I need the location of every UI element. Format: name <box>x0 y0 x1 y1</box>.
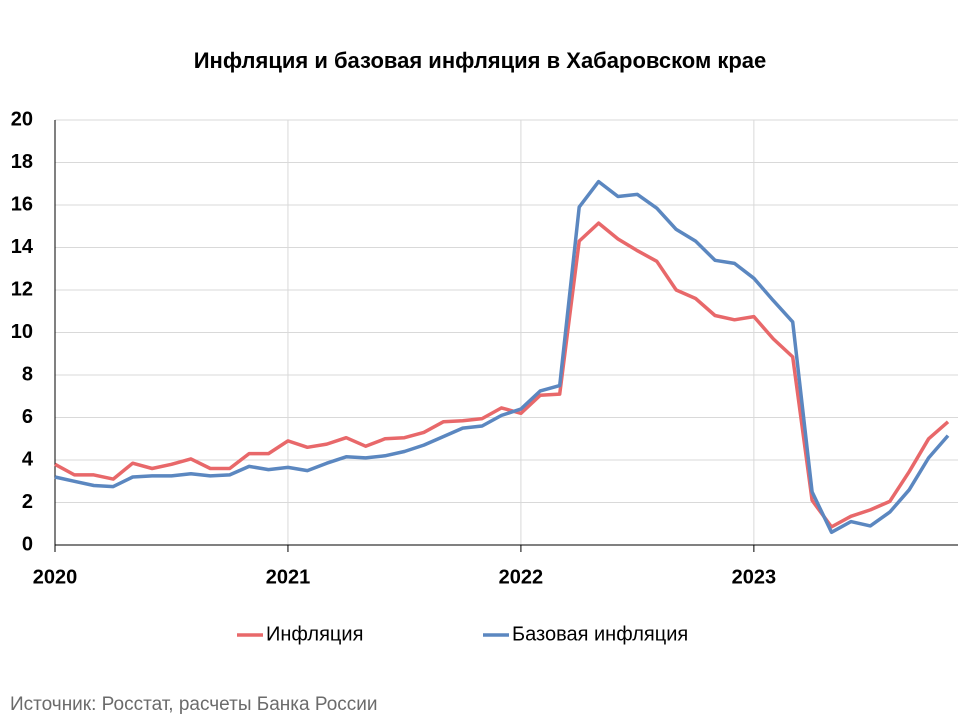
x-tick-label: 2023 <box>732 566 777 588</box>
y-tick-label: 8 <box>22 363 33 385</box>
x-tick-label: 2021 <box>266 566 311 588</box>
y-tick-label: 0 <box>22 533 33 555</box>
y-tick-label: 12 <box>11 278 33 300</box>
data-line <box>54 221 950 529</box>
y-tick-label: 2 <box>22 491 33 513</box>
x-tick-label: 2022 <box>499 566 544 588</box>
y-tick-label: 6 <box>22 406 33 428</box>
y-tick-label: 10 <box>11 321 33 343</box>
data-line <box>54 179 950 535</box>
y-tick-label: 16 <box>11 193 33 215</box>
y-tick-label: 14 <box>11 236 34 258</box>
y-tick-label: 18 <box>11 151 33 173</box>
legend-label: Базовая инфляция <box>512 623 688 645</box>
y-tick-label: 20 <box>11 108 33 130</box>
x-tick-label: 2020 <box>33 566 78 588</box>
y-tick-label: 4 <box>22 448 34 470</box>
chart-title: Инфляция и базовая инфляция в Хабаровско… <box>194 48 767 73</box>
legend-label: Инфляция <box>266 623 363 645</box>
source-note: Источник: Росстат, расчеты Банка России <box>10 694 378 715</box>
